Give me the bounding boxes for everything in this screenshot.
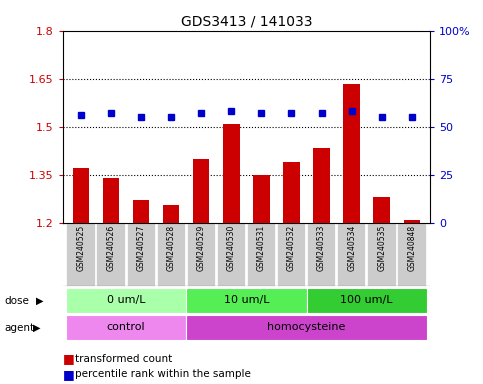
Bar — [313, 147, 330, 223]
Text: GSM240529: GSM240529 — [197, 225, 206, 271]
Bar — [223, 124, 240, 223]
Text: transformed count: transformed count — [75, 354, 172, 364]
Bar — [307, 288, 427, 313]
Text: agent: agent — [5, 323, 35, 333]
Bar — [66, 315, 186, 340]
Bar — [66, 223, 95, 286]
Bar — [307, 223, 335, 286]
Bar — [373, 197, 390, 223]
Text: GSM240535: GSM240535 — [377, 225, 386, 271]
Bar — [187, 223, 215, 286]
Bar — [72, 168, 89, 223]
Bar — [186, 288, 307, 313]
Bar — [66, 288, 186, 313]
Bar — [367, 223, 396, 286]
Text: 0 um/L: 0 um/L — [107, 295, 145, 306]
Text: GSM240532: GSM240532 — [287, 225, 296, 271]
Text: GSM240534: GSM240534 — [347, 225, 356, 271]
Text: ▶: ▶ — [33, 323, 41, 333]
Text: GSM240526: GSM240526 — [106, 225, 115, 271]
Bar — [133, 200, 149, 223]
Bar — [337, 223, 366, 286]
Bar — [97, 223, 125, 286]
Title: GDS3413 / 141033: GDS3413 / 141033 — [181, 14, 312, 28]
Text: 10 um/L: 10 um/L — [224, 295, 269, 306]
Text: dose: dose — [5, 296, 30, 306]
Text: GSM240528: GSM240528 — [167, 225, 176, 271]
Bar — [253, 175, 270, 223]
Text: GSM240530: GSM240530 — [227, 225, 236, 271]
Text: GSM240848: GSM240848 — [407, 225, 416, 271]
Bar — [343, 84, 360, 223]
Bar — [186, 315, 427, 340]
Text: ■: ■ — [63, 353, 74, 366]
Text: ■: ■ — [63, 368, 74, 381]
Bar — [247, 223, 275, 286]
Text: 100 um/L: 100 um/L — [341, 295, 393, 306]
Text: GSM240531: GSM240531 — [257, 225, 266, 271]
Bar — [163, 205, 179, 223]
Text: GSM240533: GSM240533 — [317, 225, 326, 271]
Bar — [193, 159, 210, 223]
Bar — [103, 178, 119, 223]
Text: percentile rank within the sample: percentile rank within the sample — [75, 369, 251, 379]
Text: GSM240527: GSM240527 — [137, 225, 145, 271]
Bar — [277, 223, 305, 286]
Text: control: control — [107, 322, 145, 333]
Text: ▶: ▶ — [36, 296, 44, 306]
Bar — [217, 223, 245, 286]
Bar — [283, 162, 300, 223]
Bar — [156, 223, 185, 286]
Bar — [403, 220, 420, 223]
Bar — [398, 223, 426, 286]
Text: GSM240525: GSM240525 — [76, 225, 85, 271]
Text: homocysteine: homocysteine — [267, 322, 346, 333]
Bar — [127, 223, 155, 286]
